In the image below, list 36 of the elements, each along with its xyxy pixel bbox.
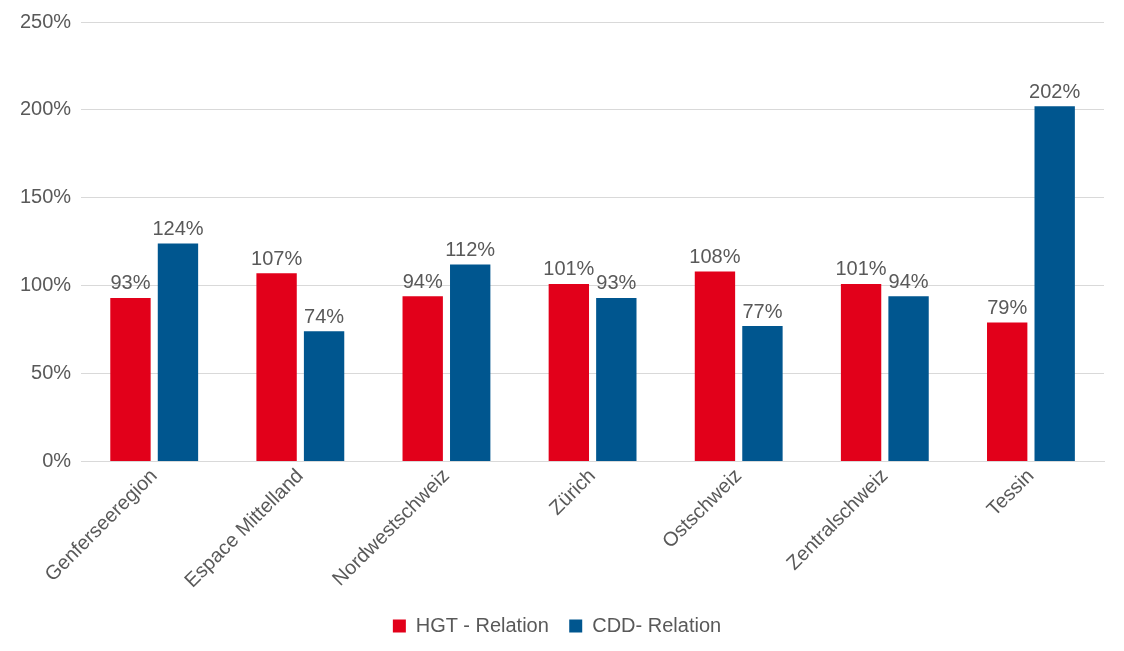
data-label: 74% (304, 304, 345, 327)
y-tick-label: 250% (20, 9, 72, 32)
data-label: 94% (402, 269, 443, 292)
data-label: 93% (596, 271, 637, 294)
bar (1034, 106, 1075, 461)
data-label: 101% (543, 257, 595, 280)
bar (888, 296, 929, 461)
y-tick-label: 0% (42, 448, 72, 471)
bar (548, 283, 590, 461)
bar (987, 322, 1028, 461)
data-label: 124% (152, 216, 204, 239)
data-label: 112% (445, 238, 496, 261)
bar (157, 243, 199, 461)
bar (402, 296, 443, 461)
y-tick-label: 100% (20, 273, 72, 296)
y-tick-label: 50% (31, 361, 72, 384)
bar (694, 271, 736, 461)
data-label: 93% (110, 271, 151, 294)
bar (256, 273, 297, 461)
bar (303, 331, 345, 461)
data-label: 79% (987, 296, 1028, 319)
bar (110, 297, 151, 461)
data-label: 94% (888, 269, 929, 292)
data-label: 77% (742, 299, 783, 322)
bar (840, 283, 882, 461)
data-label: 101% (835, 257, 887, 280)
data-label: 108% (689, 245, 741, 268)
y-tick-label: 200% (20, 97, 72, 120)
legend-label: HGT - Relation (415, 613, 549, 636)
data-label: 107% (251, 246, 303, 269)
bar (742, 326, 783, 461)
y-tick-label: 150% (20, 185, 72, 208)
legend-label: CDD- Relation (592, 613, 722, 636)
bar (596, 297, 637, 461)
bar (450, 264, 491, 461)
data-label: 202% (1029, 79, 1081, 102)
